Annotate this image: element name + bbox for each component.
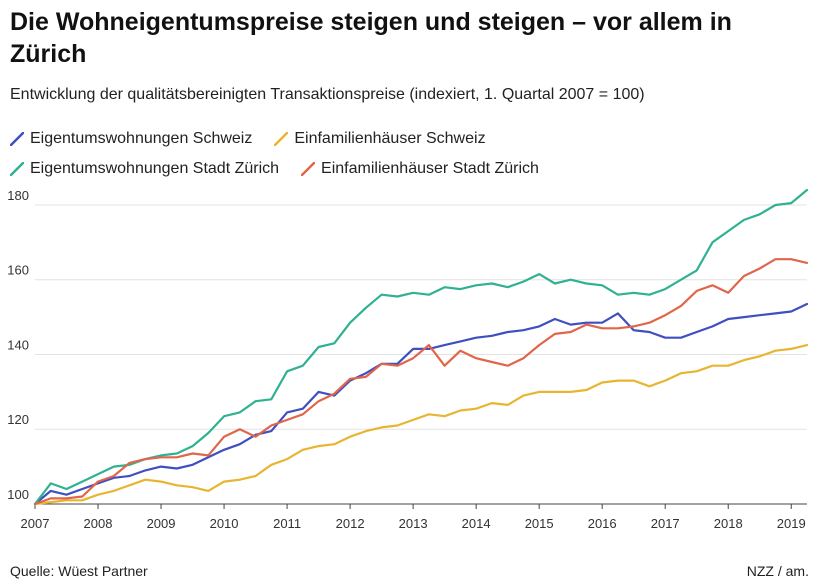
y-tick-label: 120 bbox=[7, 412, 29, 427]
legend-item-eigentumswohnungen-stadt-zuerich: Eigentumswohnungen Stadt Zürich bbox=[10, 160, 279, 178]
chart-subtitle: Entwicklung der qualitätsbereinigten Tra… bbox=[10, 86, 645, 103]
series-line-2 bbox=[33, 188, 809, 506]
legend-item-einfamilienhaeuser-stadt-zuerich: Einfamilienhäuser Stadt Zürich bbox=[301, 160, 539, 178]
y-tick-label: 180 bbox=[7, 188, 29, 203]
x-tick-label: 2009 bbox=[147, 516, 176, 531]
x-tick-label: 2010 bbox=[210, 516, 239, 531]
x-tick-label: 2014 bbox=[462, 516, 491, 531]
legend-item-eigentumswohnungen-schweiz: Eigentumswohnungen Schweiz bbox=[10, 130, 252, 148]
legend-swatch-eigentumswohnungen-stadt-zuerich bbox=[10, 162, 24, 176]
legend: Eigentumswohnungen Schweiz Einfamilienhä… bbox=[10, 124, 561, 184]
legend-swatch-einfamilienhaeuser-schweiz bbox=[274, 132, 289, 146]
series-line-0 bbox=[33, 302, 809, 506]
series-line-3 bbox=[33, 258, 809, 506]
legend-label: Einfamilienhäuser Schweiz bbox=[294, 130, 486, 147]
legend-row: Eigentumswohnungen Stadt Zürich Einfamil… bbox=[10, 154, 561, 184]
x-tick-label: 2008 bbox=[84, 516, 113, 531]
legend-swatch-eigentumswohnungen-schweiz bbox=[10, 132, 24, 146]
x-tick-label: 2016 bbox=[588, 516, 617, 531]
x-tick-label: 2013 bbox=[399, 516, 428, 531]
legend-label: Einfamilienhäuser Stadt Zürich bbox=[321, 160, 539, 177]
y-tick-label: 140 bbox=[7, 337, 29, 352]
x-tick-label: 2007 bbox=[21, 516, 50, 531]
x-tick-label: 2011 bbox=[273, 516, 301, 531]
legend-label: Eigentumswohnungen Stadt Zürich bbox=[30, 160, 280, 177]
legend-label: Eigentumswohnungen Schweiz bbox=[30, 130, 253, 147]
x-tick-label: 2015 bbox=[525, 516, 554, 531]
legend-swatch-einfamilienhaeuser-stadt-zuerich bbox=[301, 162, 316, 176]
x-tick-label: 2018 bbox=[714, 516, 743, 531]
credit-note: NZZ / am. bbox=[746, 563, 809, 579]
legend-row: Eigentumswohnungen Schweiz Einfamilienhä… bbox=[10, 124, 561, 154]
y-tick-label: 160 bbox=[7, 263, 29, 278]
x-tick-label: 2017 bbox=[651, 516, 680, 531]
legend-item-einfamilienhaeuser-schweiz: Einfamilienhäuser Schweiz bbox=[274, 130, 486, 148]
x-tick-label: 2019 bbox=[777, 516, 806, 531]
series-line-1 bbox=[33, 344, 809, 506]
y-tick-label: 100 bbox=[7, 487, 29, 502]
x-tick-label: 2012 bbox=[336, 516, 365, 531]
chart-title: Die Wohneigentumspreise steigen und stei… bbox=[10, 8, 732, 68]
source-note: Quelle: Wüest Partner bbox=[10, 563, 148, 579]
